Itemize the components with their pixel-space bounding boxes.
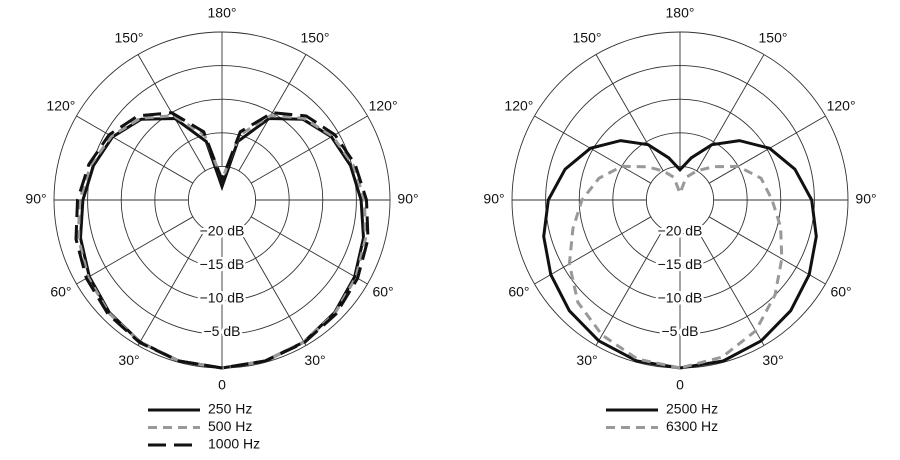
radial-tick-label: −15 dB [658,256,703,272]
pattern-line [542,139,818,370]
angle-tick-label: 30° [576,352,597,368]
angle-tick-label: 120° [827,98,856,114]
angle-tick-label: 0 [218,377,226,393]
angle-tick-label: 120° [369,98,398,114]
radial-tick-label: −20 dB [658,222,703,238]
grid-ring [154,132,290,268]
radial-tick-label: −20 dB [200,222,245,238]
angle-tick-label: 120° [504,98,533,114]
grid-ring [645,165,715,235]
angle-tick-label: 180° [208,5,237,21]
angle-tick-label: 90° [483,191,504,207]
angle-tick-label: 60° [830,284,851,300]
grid-ring [187,165,257,235]
legend-label: 2500 Hz [666,401,718,417]
angle-tick-label: 30° [304,352,325,368]
legend-label: 6300 Hz [666,418,718,434]
angle-tick-label: 90° [855,191,876,207]
radial-tick-label: −15 dB [200,256,245,272]
angle-tick-label: 150° [301,30,330,46]
angle-tick-label: 0 [676,377,684,393]
angle-tick-label: 90° [25,191,46,207]
angle-tick-label: 90° [397,191,418,207]
grid-ring [545,65,815,335]
radial-tick-label: −5 dB [662,323,699,339]
angle-tick-label: 60° [50,284,71,300]
angle-tick-label: 30° [762,352,783,368]
grid-ring [612,132,748,268]
legend-label: 1000 Hz [208,436,260,452]
angle-tick-label: 150° [573,30,602,46]
grid-ring [120,98,324,302]
radial-tick-label: −10 dB [658,290,703,306]
angle-tick-label: 30° [118,352,139,368]
grid-ring [578,98,782,302]
angle-tick-label: 150° [115,30,144,46]
angle-tick-label: 60° [372,284,393,300]
radial-tick-label: −5 dB [204,323,241,339]
angle-tick-label: 120° [46,98,75,114]
pattern-line [74,111,370,370]
pattern-line [567,164,784,370]
radial-tick-label: −10 dB [200,290,245,306]
angle-tick-label: 60° [508,284,529,300]
angle-tick-label: 150° [759,30,788,46]
grid-ring [87,65,357,335]
legend-label: 500 Hz [208,418,252,434]
legend-label: 250 Hz [208,401,252,417]
angle-tick-label: 180° [666,5,695,21]
